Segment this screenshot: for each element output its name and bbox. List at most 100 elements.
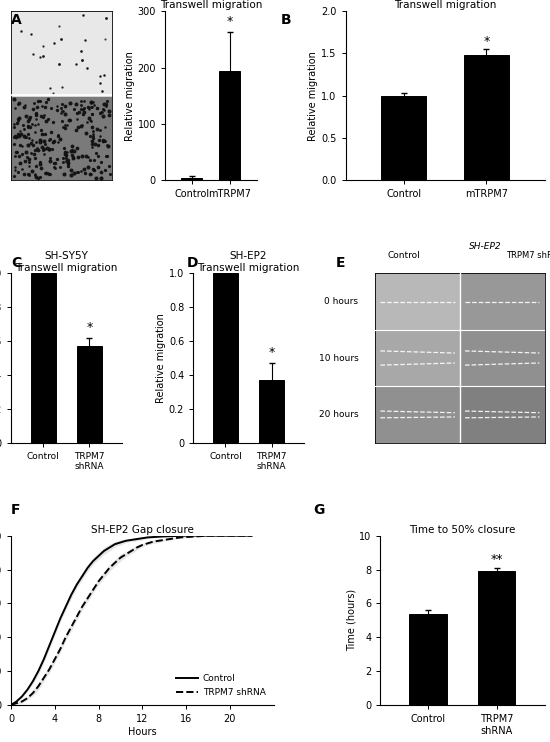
TRPM7 shRNA (238, 531, 244, 540)
TRPM7 shRNA (106, 563, 113, 572)
Control (24, 685, 31, 694)
Y-axis label: Relative migration: Relative migration (125, 50, 135, 141)
Bar (461, 331, 543, 385)
Control (243, 531, 250, 540)
Control (128, 536, 135, 545)
Bar (478, 571, 515, 705)
TRPM7 shRNA (35, 682, 42, 691)
Control (68, 591, 74, 600)
Bar (409, 614, 447, 705)
Control (183, 531, 189, 540)
Y-axis label: Relative migration: Relative migration (309, 50, 318, 141)
TRPM7 shRNA (216, 531, 222, 540)
TRPM7 shRNA (62, 633, 69, 642)
Text: B: B (280, 13, 291, 27)
Control (210, 531, 217, 540)
TRPM7 shRNA (227, 531, 233, 540)
Title: SH-EP2 Gap closure: SH-EP2 Gap closure (91, 525, 194, 535)
Bar (259, 380, 284, 443)
TRPM7 shRNA (249, 531, 255, 540)
Control (156, 532, 162, 541)
Text: *: * (227, 16, 233, 28)
Bar (31, 273, 56, 443)
TRPM7 shRNA (19, 697, 25, 706)
Title: SH-SY5Y
Transwell migration: SH-SY5Y Transwell migration (394, 0, 496, 10)
Control (41, 654, 47, 663)
Control (95, 551, 102, 560)
TRPM7 shRNA (145, 539, 151, 548)
Bar (376, 387, 459, 441)
Text: E: E (336, 256, 345, 270)
TRPM7 shRNA (199, 531, 206, 540)
TRPM7 shRNA (90, 585, 96, 594)
Text: G: G (314, 503, 325, 517)
Line: TRPM7 shRNA: TRPM7 shRNA (11, 536, 252, 705)
TRPM7 shRNA (194, 532, 200, 541)
X-axis label: Hours: Hours (128, 726, 157, 737)
Control (194, 531, 200, 540)
TRPM7 shRNA (52, 654, 58, 663)
TRPM7 shRNA (156, 536, 162, 545)
Control (117, 538, 124, 547)
Title: SH-EP2
Transwell migration: SH-EP2 Transwell migration (197, 251, 300, 272)
Bar (76, 347, 102, 443)
TRPM7 shRNA (232, 531, 239, 540)
Control (35, 666, 42, 675)
Control (216, 531, 222, 540)
TRPM7 shRNA (101, 570, 107, 579)
TRPM7 shRNA (112, 558, 118, 567)
Title: N1E-115
Transwell migration: N1E-115 Transwell migration (160, 0, 262, 10)
Control (84, 563, 91, 572)
TRPM7 shRNA (8, 700, 14, 709)
Control (19, 692, 25, 701)
Bar (376, 331, 459, 385)
Bar (376, 275, 459, 329)
Control (79, 572, 85, 581)
TRPM7 shRNA (205, 531, 211, 540)
TRPM7 shRNA (84, 594, 91, 603)
Text: **: ** (491, 553, 503, 565)
Bar (219, 71, 240, 180)
Control (161, 532, 168, 541)
Title: Time to 50% closure: Time to 50% closure (409, 525, 515, 535)
TRPM7 shRNA (128, 546, 135, 555)
Control (123, 536, 129, 545)
Bar (381, 96, 426, 180)
Control (57, 614, 64, 623)
Text: 0 hours: 0 hours (324, 297, 359, 306)
TRPM7 shRNA (13, 699, 20, 708)
Control (232, 531, 239, 540)
TRPM7 shRNA (150, 537, 157, 546)
TRPM7 shRNA (79, 603, 85, 611)
Control (227, 531, 233, 540)
Control (101, 546, 107, 555)
TRPM7 shRNA (139, 540, 146, 549)
Bar (213, 273, 238, 443)
Text: *: * (483, 35, 490, 48)
Text: C: C (11, 256, 21, 270)
Control (90, 556, 96, 565)
Text: A: A (11, 13, 22, 27)
Bar (464, 55, 509, 180)
TRPM7 shRNA (188, 532, 195, 541)
Control (205, 531, 211, 540)
TRPM7 shRNA (210, 531, 217, 540)
Control (62, 603, 69, 611)
Bar (11, 11, 112, 95)
TRPM7 shRNA (73, 612, 80, 621)
Control (139, 533, 146, 542)
Bar (461, 275, 543, 329)
TRPM7 shRNA (46, 665, 53, 674)
TRPM7 shRNA (95, 577, 102, 586)
TRPM7 shRNA (41, 674, 47, 683)
Bar (461, 387, 543, 441)
TRPM7 shRNA (30, 689, 36, 697)
TRPM7 shRNA (167, 535, 173, 544)
TRPM7 shRNA (183, 533, 189, 542)
TRPM7 shRNA (161, 536, 168, 545)
TRPM7 shRNA (57, 645, 64, 654)
Control (221, 531, 228, 540)
Line: Control: Control (11, 536, 252, 705)
Text: D: D (187, 256, 199, 270)
Text: SH-EP2: SH-EP2 (469, 243, 502, 252)
